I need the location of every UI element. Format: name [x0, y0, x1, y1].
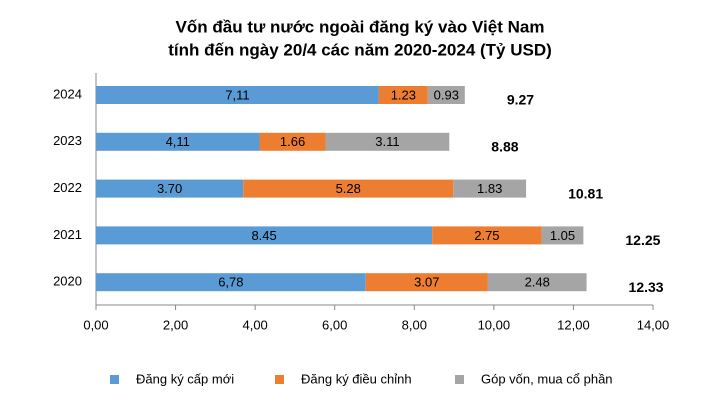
x-tick-label: 4,00 — [242, 317, 267, 332]
value-label: 1.23 — [391, 87, 416, 102]
bar-segment — [378, 86, 428, 104]
chart-subtitle: tính đến ngày 20/4 các năm 2020-2024 (Tỷ… — [168, 40, 552, 59]
y-tick-label: 2022 — [53, 180, 82, 195]
value-label: 1.66 — [280, 134, 305, 149]
bar-segment — [96, 179, 244, 198]
value-label: 2.75 — [474, 228, 499, 243]
value-label: 6,78 — [218, 275, 243, 290]
y-tick-label: 2023 — [53, 133, 82, 148]
bar-segment — [96, 273, 366, 292]
value-label: 4,11 — [166, 134, 190, 149]
value-label: 2.48 — [525, 275, 550, 290]
bar-segment — [243, 179, 454, 198]
value-label: 3.70 — [157, 181, 182, 196]
value-label: 8.45 — [251, 228, 276, 243]
total-label: 9.27 — [507, 92, 534, 108]
bar-segment — [453, 179, 527, 198]
total-label: 10.81 — [568, 185, 603, 201]
value-label: 1.05 — [550, 228, 575, 243]
bar-segment — [96, 132, 260, 151]
x-tick-label: 2,00 — [163, 317, 188, 332]
value-label: 3.11 — [375, 134, 399, 149]
total-label: 12.33 — [629, 279, 664, 295]
value-label: 7,11 — [225, 87, 249, 102]
x-tick-label: 6,00 — [322, 317, 347, 332]
legend-swatch — [110, 375, 119, 384]
value-label: 0.93 — [434, 87, 459, 102]
legend-label: Đăng ký điều chỉnh — [301, 371, 412, 386]
y-tick-label: 2021 — [53, 227, 82, 242]
legend-swatch — [275, 375, 284, 384]
value-label: 3.07 — [414, 275, 439, 290]
x-tick-label: 12,00 — [557, 317, 590, 332]
y-tick-label: 2020 — [53, 274, 82, 289]
bar-segment — [487, 273, 587, 292]
bar-segment — [365, 273, 488, 292]
legend-swatch — [455, 375, 464, 384]
bar-segment — [325, 132, 450, 151]
bar-segment — [427, 86, 465, 104]
value-label: 1.83 — [477, 181, 502, 196]
legend-label: Góp vốn, mua cổ phần — [481, 371, 613, 386]
chart-title: Vốn đầu tư nước ngoài đăng ký vào Việt N… — [176, 17, 545, 36]
bar-segment — [432, 226, 542, 245]
x-tick-label: 10,00 — [478, 317, 511, 332]
bar-segment — [96, 226, 433, 245]
bar-segment — [541, 226, 584, 245]
value-label: 5.28 — [336, 181, 361, 196]
total-label: 12.25 — [625, 232, 660, 248]
bar-segment — [96, 86, 379, 104]
x-tick-label: 14,00 — [637, 317, 670, 332]
x-tick-label: 8,00 — [402, 317, 427, 332]
legend-label: Đăng ký cấp mới — [136, 371, 234, 386]
x-tick-label: 0,00 — [83, 317, 108, 332]
y-tick-label: 2024 — [53, 86, 82, 101]
total-label: 8.88 — [491, 139, 518, 155]
bar-segment — [259, 132, 326, 151]
